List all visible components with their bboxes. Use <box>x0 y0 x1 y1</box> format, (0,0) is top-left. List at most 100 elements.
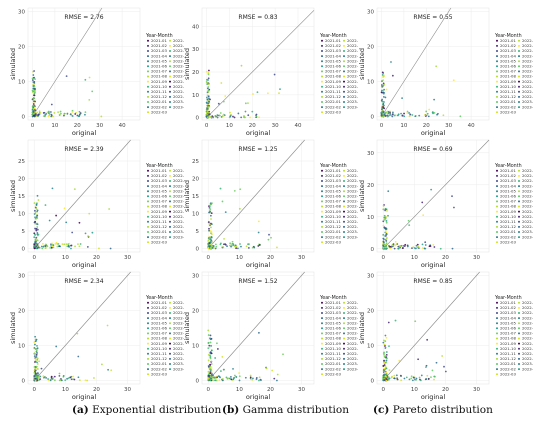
legend-title: Year-Month <box>145 295 173 301</box>
legend-swatch <box>147 205 149 208</box>
legend-swatch <box>496 220 498 223</box>
data-point <box>382 75 385 78</box>
data-point <box>422 214 425 217</box>
data-point <box>237 112 240 115</box>
legend-swatch <box>343 50 345 52</box>
legend-swatch <box>496 363 498 365</box>
legend-label: 2022- <box>522 94 534 99</box>
legend-label: 2022- <box>522 341 534 346</box>
legend-swatch <box>496 106 498 109</box>
legend-label: 2023- <box>522 104 534 109</box>
data-point <box>33 232 36 235</box>
legend-swatch <box>147 317 149 320</box>
data-point <box>382 220 385 223</box>
data-point <box>63 243 66 246</box>
data-point <box>38 110 41 113</box>
legend-swatch <box>147 347 149 350</box>
data-point <box>426 112 429 115</box>
legend-swatch <box>518 312 520 314</box>
data-point <box>33 202 36 204</box>
legend-swatch <box>496 368 498 371</box>
data-point <box>395 374 398 377</box>
data-point <box>210 245 213 248</box>
data-point <box>217 102 220 105</box>
data-point <box>34 234 37 236</box>
data-point <box>385 371 388 374</box>
data-point <box>209 236 212 239</box>
data-point <box>210 363 213 365</box>
data-point <box>239 188 242 191</box>
data-point <box>409 113 412 116</box>
data-point <box>389 247 392 250</box>
y-tick-label: 30 <box>367 10 374 16</box>
data-point <box>51 242 53 245</box>
data-point <box>393 374 396 377</box>
data-point <box>209 354 211 357</box>
data-point <box>431 369 434 372</box>
data-point <box>388 369 391 372</box>
data-point <box>433 98 436 101</box>
data-point <box>396 378 399 381</box>
data-point <box>384 373 386 376</box>
y-axis-label: simulated <box>358 180 366 212</box>
chart-title: RMSE = 2.34 <box>64 278 103 285</box>
data-point <box>382 339 385 342</box>
data-point <box>210 337 213 340</box>
legend-swatch <box>169 322 171 325</box>
data-point <box>53 112 56 114</box>
legend-label: 2021-06 <box>325 64 341 69</box>
legend-swatch <box>147 301 149 304</box>
identity-line <box>32 7 103 117</box>
data-point <box>210 231 213 234</box>
data-point <box>384 216 387 219</box>
data-point <box>415 378 417 381</box>
legend-swatch <box>169 60 171 63</box>
data-point <box>56 243 59 245</box>
panel-gamma-2: 0 10 20 30 0 5 10 15 20 25 original simulated RMSE =… <box>183 139 359 269</box>
legend-swatch <box>169 44 171 47</box>
x-tick-label: 10 <box>400 123 407 129</box>
legend-label: 2022- <box>522 224 534 229</box>
legend-swatch <box>518 210 520 213</box>
legend-label: 2021-11 <box>325 351 341 356</box>
legend-swatch <box>169 236 171 239</box>
data-point <box>77 355 80 358</box>
data-point <box>230 375 232 378</box>
x-tick-label: 30 <box>473 255 480 261</box>
legend-swatch <box>496 65 498 68</box>
data-point <box>209 368 211 371</box>
legend-label: 2022- <box>522 64 534 69</box>
legend-label: 2021-04 <box>500 53 516 58</box>
legend-title: Year-Month <box>319 33 347 39</box>
data-point <box>255 377 258 379</box>
data-point <box>258 331 260 334</box>
legend-label: 2022- <box>522 300 534 305</box>
y-axis-label: simulated <box>183 48 191 80</box>
data-point <box>46 111 49 114</box>
data-point <box>396 243 399 245</box>
data-point <box>430 188 433 191</box>
data-point <box>397 245 400 248</box>
data-point <box>268 233 270 236</box>
data-point <box>256 91 259 94</box>
x-tick-label: 40 <box>468 123 475 129</box>
x-tick-label: 20 <box>93 387 100 393</box>
legend-swatch <box>343 190 345 193</box>
legend-label: 2021-04 <box>325 183 341 188</box>
data-point <box>236 247 239 250</box>
legend-label: 2022- <box>173 188 185 193</box>
y-tick-label: 30 <box>367 151 374 157</box>
legend-swatch <box>496 90 498 93</box>
data-point <box>226 377 229 380</box>
data-point <box>252 93 254 95</box>
data-point <box>209 356 212 358</box>
data-point <box>218 379 221 382</box>
data-point <box>93 377 95 379</box>
data-point <box>433 378 435 381</box>
data-point <box>209 224 211 227</box>
data-point <box>41 247 44 250</box>
legend-label: 2021-07 <box>500 69 516 74</box>
data-point <box>214 247 217 250</box>
legend-label: 2022-03 <box>151 371 167 376</box>
